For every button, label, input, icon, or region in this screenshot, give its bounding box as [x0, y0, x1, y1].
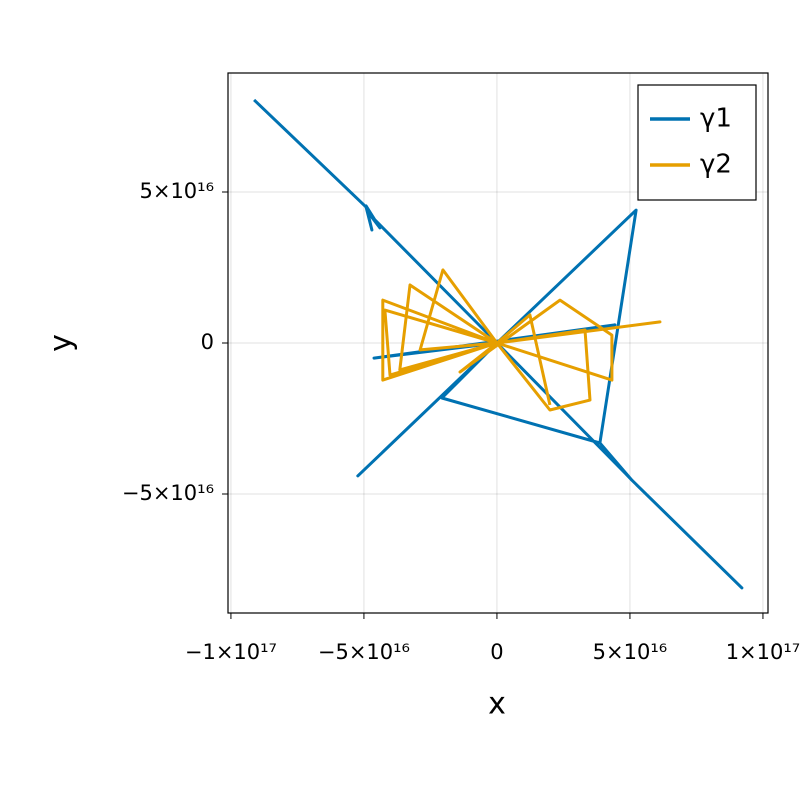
- legend-label: γ1: [700, 104, 732, 134]
- x-tick-label: −5×10¹⁶: [318, 640, 410, 664]
- x-tick-label: 1×10¹⁷: [726, 640, 800, 664]
- ticks: −1×10¹⁷ −5×10¹⁶ 0 5×10¹⁶ 1×10¹⁷ −5×10¹⁶ 0 5×10¹…: [122, 179, 800, 664]
- legend-box: [637, 84, 757, 201]
- series-line: [253, 98, 744, 590]
- x-axis-label: x: [488, 687, 506, 722]
- series-line: [381, 268, 662, 412]
- y-tick-label: −5×10¹⁶: [122, 481, 214, 505]
- legend: γ1 γ2: [637, 84, 757, 201]
- y-tick-label: 0: [201, 330, 214, 354]
- x-tick-label: 0: [490, 640, 503, 664]
- legend-label: γ2: [700, 150, 732, 180]
- x-tick-label: 5×10¹⁶: [593, 640, 668, 664]
- y-tick-label: 5×10¹⁶: [139, 179, 214, 203]
- plot-lines: [253, 98, 744, 590]
- x-tick-label: −1×10¹⁷: [185, 640, 277, 664]
- y-axis-label: y: [44, 334, 79, 352]
